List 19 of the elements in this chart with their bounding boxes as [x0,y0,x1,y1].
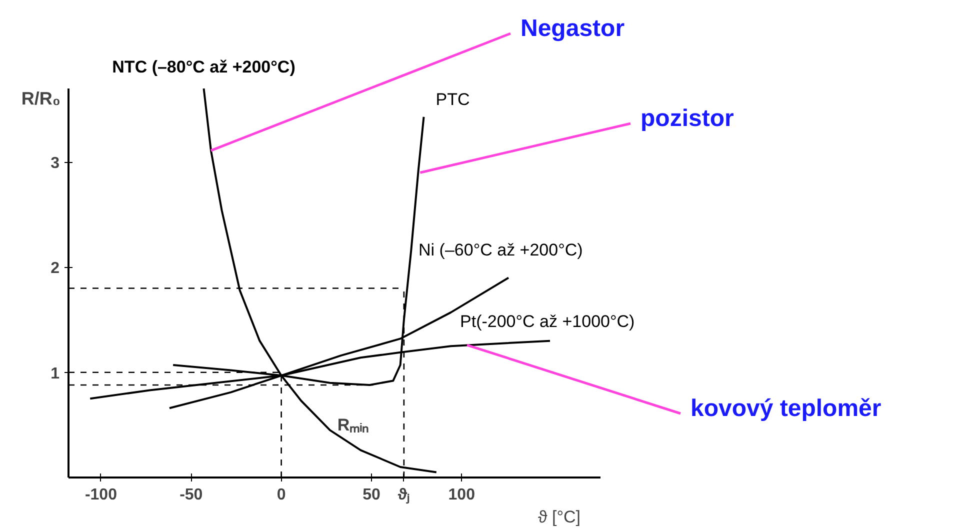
annotation: Rₘᵢₙ [337,415,370,434]
annotation: pozistor [640,105,734,132]
x-tick-label: 100 [448,486,476,504]
x-tick-label: -100 [84,486,118,504]
series-label: Ni (–60°C až +200°C) [418,240,583,260]
x-axis-title: ϑ [°C] [538,508,581,526]
y-tick-label: 1 [50,365,60,382]
series-label: Pt(-200°C až +1000°C) [460,312,635,331]
annotation: Negastor [520,15,625,42]
x-tick-label: ϑⱼ [398,486,410,504]
x-tick-label: 50 [362,486,380,504]
annotation: kovový teploměr [690,395,882,422]
y-tick-label: 3 [50,155,60,172]
y-axis-title: R/R₀ [21,88,61,108]
y-tick-label: 2 [50,260,60,278]
series-label: PTC [436,90,470,109]
x-tick-label: -50 [180,486,203,504]
series-label: NTC (–80°C až +200°C) [112,58,296,76]
x-tick-label: 0 [276,486,286,504]
